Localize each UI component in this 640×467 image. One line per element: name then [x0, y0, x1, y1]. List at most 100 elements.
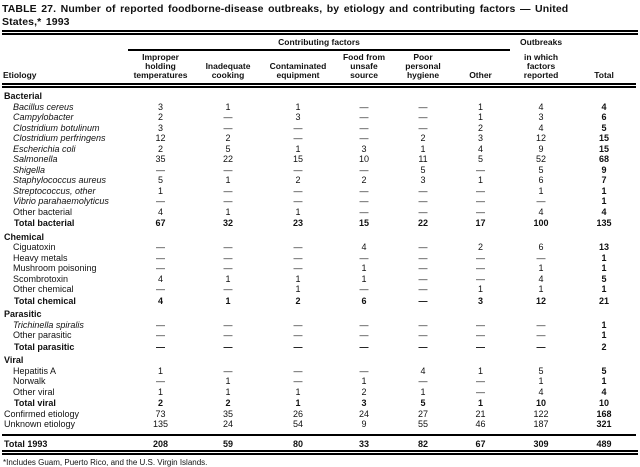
value-cell: — — [359, 101, 369, 112]
table-title: TABLE 27. Number of reported foodborne-d… — [2, 3, 569, 28]
value-cell: 122 — [533, 408, 549, 419]
value-cell: 3 — [361, 143, 367, 154]
table-row: Ciguatoxin — — — 4 — 2 6 13 — [2, 242, 636, 253]
value-cell: 52 — [536, 154, 547, 165]
value-cell: — — [476, 196, 486, 207]
etiology-label: Total 1993 — [2, 434, 128, 450]
value-cell: 35 — [222, 408, 233, 419]
value-cell: 2 — [157, 143, 163, 154]
table-body: Bacterial Bacillus cereus 3 1 1— —1 4 4 Campylob… — [2, 85, 637, 450]
header-spacer — [572, 37, 636, 50]
value-cell: 2 — [295, 295, 301, 306]
table-row: Total chemical 4 1 2 6—3 12 21 — [2, 294, 636, 306]
total-value-cell: 168 — [596, 408, 612, 419]
value-cell: 5 — [420, 398, 426, 409]
etiology-label: Total viral — [14, 398, 56, 409]
value-cell: 6 — [538, 175, 544, 186]
table-row: Norwalk — 1 — 1 — — 1 1 — [2, 376, 636, 387]
etiology-label: Chemical — [4, 231, 45, 242]
value-cell: 27 — [417, 408, 428, 419]
table-row: Salmonella 35 22 15 10 11 5 52 68 — [2, 154, 636, 165]
table-row: Scombrotoxin 4 1 1 1 — — 4 5 — [2, 273, 636, 284]
value-cell: — — [293, 122, 303, 133]
table-row: Trichinella spiralis — — — — — — — 1 — [2, 319, 636, 330]
value-cell: — — [156, 341, 165, 352]
value-cell: 1 — [225, 101, 231, 112]
table-row: Other parasitic — — — — — — — 1 — [2, 330, 636, 341]
table-row: Heavy metals — — — — — — — 1 — [2, 252, 636, 263]
value-cell: — — [293, 263, 303, 274]
header-columns-row: Etiology Improper holding temperatures I… — [2, 50, 637, 88]
value-cell: — — [223, 196, 233, 207]
value-cell: — — [476, 376, 486, 387]
value-cell: 1 — [295, 273, 301, 284]
value-cell: 4 — [361, 242, 367, 253]
total-value-cell: 1 — [601, 284, 607, 295]
value-cell: 5 — [478, 154, 484, 165]
total-value-cell: 6 — [601, 112, 607, 123]
value-cell: 3 — [361, 398, 367, 409]
value-cell: 2 — [361, 175, 367, 186]
value-cell: 15 — [292, 154, 303, 165]
table-row: Vibrio parahaemolyticus — — — — — — — 1 — [2, 196, 636, 207]
total-value-cell: 2 — [601, 341, 607, 352]
value-cell: 80 — [263, 434, 333, 450]
value-cell: — — [359, 185, 369, 196]
value-cell: 6 — [538, 242, 544, 253]
outbreaks-header-line1: Outbreaks — [520, 37, 563, 47]
value-cell: 22 — [417, 218, 428, 229]
value-cell: — — [223, 122, 233, 133]
value-cell: 1 — [420, 386, 426, 397]
table-row: Total bacterial 67 32 23 15 22 17 100 135 — [2, 217, 636, 229]
value-cell: 1 — [478, 365, 484, 376]
col-header-total: Total — [572, 50, 637, 88]
value-cell: 2 — [225, 133, 231, 144]
section-header-row: Chemical — [2, 228, 636, 242]
value-cell: 4 — [157, 206, 163, 217]
total-value-cell: 1 — [601, 263, 607, 274]
etiology-label: Other bacterial — [13, 206, 73, 217]
etiology-label: Campylobacter — [13, 112, 74, 123]
value-cell: — — [156, 330, 165, 341]
value-cell: — — [359, 341, 369, 352]
value-cell: 2 — [157, 112, 163, 123]
total-value-cell: 4 — [601, 386, 607, 397]
value-cell: 9 — [538, 143, 544, 154]
value-cell: 4 — [478, 143, 484, 154]
value-cell: — — [293, 341, 303, 352]
table-row: Clostridium perfringens 12 2 — — 2 3 12 15 — [2, 133, 636, 144]
total-value-cell: 1 — [601, 330, 607, 341]
value-cell: 10 — [536, 398, 547, 409]
value-cell: 3 — [420, 175, 426, 186]
value-cell: — — [156, 252, 165, 263]
value-cell: — — [476, 252, 486, 263]
footnote: *Includes Guam, Puerto Rico, and the U.S… — [3, 457, 208, 467]
value-cell: — — [293, 252, 303, 263]
value-cell: — — [293, 185, 303, 196]
value-cell: — — [223, 242, 233, 253]
value-cell: — — [536, 252, 546, 263]
value-cell: — — [223, 112, 233, 123]
value-cell: 1 — [538, 263, 544, 274]
value-cell: 12 — [536, 295, 547, 306]
value-cell: 1 — [538, 284, 544, 295]
etiology-label: Confirmed etiology — [4, 408, 80, 419]
total-value-cell: 321 — [596, 419, 612, 430]
value-cell: — — [359, 365, 369, 376]
value-cell: — — [223, 319, 233, 330]
etiology-label: Total bacterial — [14, 218, 75, 229]
etiology-label: Parasitic — [4, 309, 42, 320]
value-cell: 46 — [475, 419, 486, 430]
value-cell: 22 — [222, 154, 233, 165]
table-row: Total 1993 208 59 80 33 82 67 309 489 — [2, 434, 637, 450]
value-cell: 24 — [222, 419, 233, 430]
col-header-improper-holding-temperatures: Improper holding temperatures — [128, 50, 193, 88]
value-cell: 1 — [225, 295, 231, 306]
value-cell: 4 — [538, 273, 544, 284]
value-cell: 67 — [155, 218, 166, 229]
value-cell: 1 — [157, 365, 163, 376]
value-cell: — — [359, 252, 369, 263]
value-cell: 3 — [538, 112, 544, 123]
etiology-label: Mushroom poisoning — [13, 263, 97, 274]
etiology-label: Other viral — [13, 386, 55, 397]
